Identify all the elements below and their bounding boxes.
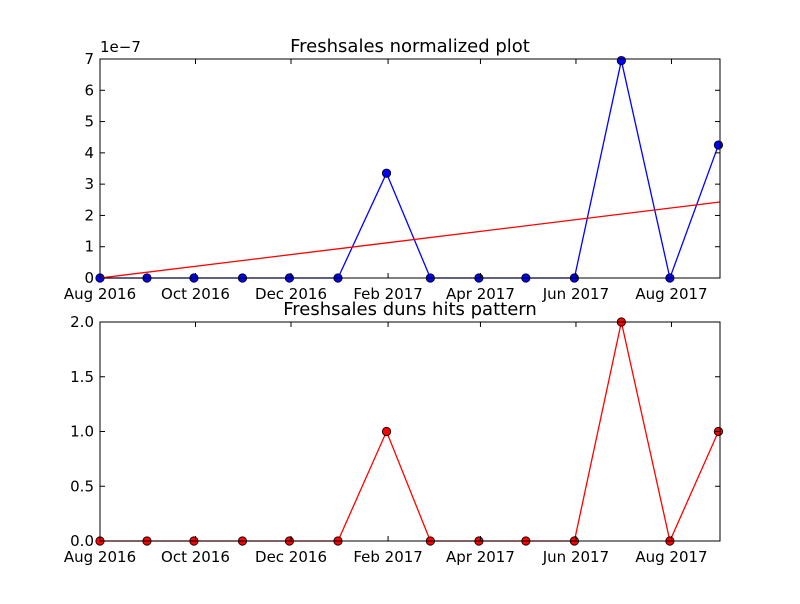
x-tick-label: Aug 2017 (635, 548, 707, 566)
x-tick-label: Apr 2017 (446, 285, 515, 303)
x-tick-label: Feb 2017 (353, 285, 423, 303)
x-tick-label: Dec 2016 (255, 285, 327, 303)
y-tick-label: 0.0 (70, 532, 94, 550)
duns-hits-plot: Freshsales duns hits pattern Aug 2016 Oct… (64, 299, 724, 566)
series-line-1 (99, 201, 721, 279)
x-tick-label: Aug 2016 (64, 548, 136, 566)
y-tick-label: 5 (84, 113, 94, 131)
data-point (381, 426, 392, 437)
y-tick-label: 3 (84, 175, 94, 193)
ticks-layer: Aug 2016 Oct 2016 Dec 2016 Feb 2017 Apr 2017… (64, 313, 720, 566)
y-tick-label: 1.5 (70, 368, 94, 386)
normalized-plot: Freshsales normalized plot 1e−7 Aug 2016… (64, 36, 724, 303)
y-offset-label: 1e−7 (100, 38, 141, 56)
plot-frame (99, 58, 721, 279)
x-tick-label: Oct 2016 (161, 285, 230, 303)
data-point (616, 55, 626, 66)
x-tick-label: Apr 2017 (446, 548, 515, 566)
data-point (713, 140, 724, 150)
x-tick-label: Oct 2016 (161, 548, 230, 566)
y-tick-label: 0.5 (70, 477, 94, 495)
data-point (381, 168, 392, 178)
y-tick-label: 6 (84, 81, 94, 99)
x-tick-label: Aug 2016 (64, 285, 136, 303)
y-tick-label: 2 (84, 206, 94, 224)
y-tick-label: 2.0 (70, 313, 94, 331)
x-tick-label: Jun 2017 (542, 548, 609, 566)
y-tick-label: 1 (84, 238, 94, 256)
x-tick-label: Aug 2017 (635, 285, 707, 303)
y-tick-label: 4 (84, 144, 94, 162)
x-tick-label: Jun 2017 (542, 285, 609, 303)
chart-title: Freshsales normalized plot (290, 36, 530, 57)
y-tick-label: 1.0 (70, 423, 94, 441)
chart-title: Freshsales duns hits pattern (283, 299, 537, 320)
ticks-layer: Aug 2016 Oct 2016 Dec 2016 Feb 2017 Apr 2017… (64, 50, 720, 303)
y-tick-label: 7 (84, 50, 94, 68)
x-tick-label: Dec 2016 (255, 548, 327, 566)
x-tick-label: Feb 2017 (353, 548, 423, 566)
y-tick-label: 0 (84, 269, 94, 287)
